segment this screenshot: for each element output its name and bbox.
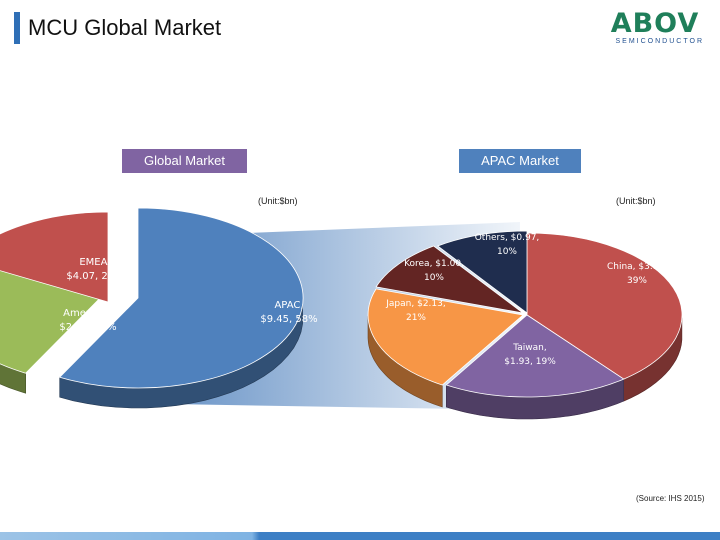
logo-subtitle: SEMICONDUCTOR [615,38,704,45]
global-unit-label: (Unit:$bn) [258,196,298,206]
pie-slice-apac [58,207,304,389]
apac-unit-label: (Unit:$bn) [616,196,656,206]
data-label-americas: Americas, $2.81, 17% [59,308,116,333]
source-note: (Source: IHS 2015) [636,494,705,503]
data-label-japan: Japan, $2.13, 21% [385,299,445,323]
global-market-label: Global Market [122,149,247,173]
pie-slice-americas [0,211,109,303]
data-label-emea: EMEA, $4.07, 25% [66,257,123,282]
data-label-china: China, $3.90, 39% [607,262,667,286]
company-logo: ABOV SEMICONDUCTOR [606,8,704,46]
pie-slice-taiwan [445,314,625,398]
pie-slice-china [526,232,683,380]
data-label-taiwan: Taiwan, $1.93, 19% [504,343,556,367]
logo-wordmark: ABOV [610,8,700,39]
page-title: MCU Global Market [28,15,222,40]
pie-slice-japan [367,288,524,386]
data-label-others: Others, $0.97, 10% [475,233,540,257]
pie-side-emea [0,363,26,394]
data-label-apac: APAC, $9.45, 58% [260,300,317,325]
data-label-korea: Korea, $1.00, 10% [404,259,464,283]
footer-bar [0,532,720,540]
pie-slice-korea [375,245,524,314]
pie-slice-others [436,230,528,314]
title-accent-bar [14,12,20,44]
apac-market-label: APAC Market [459,149,581,173]
